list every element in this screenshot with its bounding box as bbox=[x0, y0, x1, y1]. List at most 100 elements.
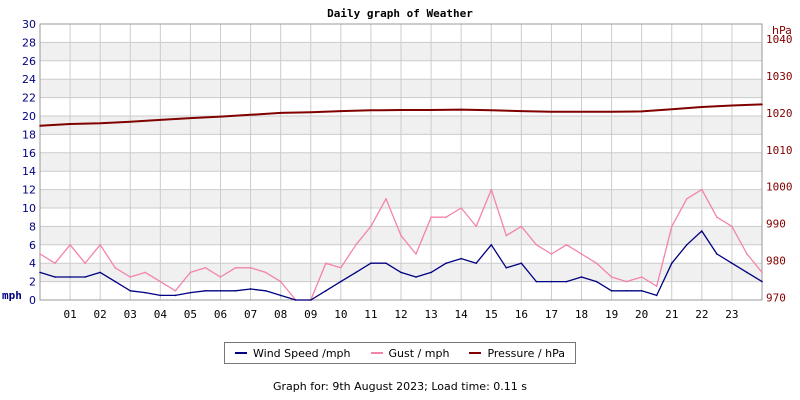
y-left-tick-label: 2 bbox=[29, 276, 36, 289]
legend-label-gust: Gust / mph bbox=[388, 346, 450, 360]
series-gust-point bbox=[685, 198, 688, 200]
series-gust-point bbox=[189, 271, 192, 274]
series-gust-point bbox=[430, 216, 432, 218]
series-wind-point bbox=[701, 230, 703, 232]
series-wind-point bbox=[400, 271, 402, 274]
x-tick-label: 12 bbox=[394, 308, 407, 321]
x-tick-label: 19 bbox=[605, 308, 618, 321]
series-pressure-point bbox=[309, 111, 312, 113]
series-wind-point bbox=[264, 290, 267, 292]
series-gust-point bbox=[761, 271, 763, 274]
series-gust-point bbox=[655, 285, 658, 288]
footer-status: Graph for: 9th August 2023; Load time: 0… bbox=[273, 380, 527, 393]
series-pressure-point bbox=[610, 111, 613, 113]
series-pressure-point bbox=[640, 110, 643, 113]
y-right-tick-label: 980 bbox=[766, 255, 786, 268]
series-gust-point bbox=[39, 253, 41, 255]
series-pressure-point bbox=[370, 109, 372, 112]
series-pressure-point bbox=[219, 115, 222, 118]
series-gust-point bbox=[370, 225, 372, 228]
x-tick-label: 05 bbox=[184, 308, 197, 321]
y-left-tick-label: 30 bbox=[22, 18, 36, 31]
series-wind-point bbox=[54, 276, 56, 278]
series-gust-point bbox=[610, 276, 613, 278]
series-gust-point bbox=[264, 271, 267, 274]
x-tick-label: 02 bbox=[94, 308, 107, 321]
y-left-tick-label: 8 bbox=[29, 220, 36, 233]
series-wind-point bbox=[445, 262, 447, 265]
series-gust-point bbox=[640, 276, 643, 278]
series-wind-point bbox=[114, 280, 117, 283]
y-right-tick-label: 1010 bbox=[766, 144, 793, 157]
x-tick-label: 04 bbox=[154, 308, 168, 321]
series-wind-point bbox=[279, 294, 282, 297]
x-tick-label: 21 bbox=[665, 308, 678, 321]
series-gust-point bbox=[580, 253, 583, 255]
series-gust-point bbox=[701, 188, 703, 191]
y-left-tick-label: 26 bbox=[22, 55, 36, 68]
x-tick-label: 13 bbox=[424, 308, 437, 321]
y-left-tick-label: 12 bbox=[22, 184, 36, 197]
chart-svg: Daily graph of Weather024681012141618202… bbox=[2, 7, 793, 321]
chart-legend: Wind Speed /mph Gust / mph Pressure / hP… bbox=[224, 342, 576, 364]
series-gust-point bbox=[565, 244, 568, 246]
series-wind-point bbox=[234, 290, 237, 292]
legend-item-pressure: Pressure / hPa bbox=[469, 347, 565, 360]
series-gust-point bbox=[535, 244, 538, 246]
y-right-tick-label: 1040 bbox=[766, 33, 793, 46]
plot-border bbox=[39, 23, 763, 301]
x-tick-label: 16 bbox=[515, 308, 528, 321]
series-pressure-point bbox=[189, 117, 192, 119]
series-wind-point bbox=[550, 280, 553, 283]
x-tick-label: 01 bbox=[63, 308, 76, 321]
x-tick-label: 22 bbox=[695, 308, 708, 321]
series-wind-point bbox=[370, 262, 372, 265]
series-pressure-point bbox=[580, 111, 583, 113]
y-right-tick-label: 1030 bbox=[766, 70, 793, 83]
y-left-unit-label: mph bbox=[2, 289, 22, 302]
y-right-tick-label: 1020 bbox=[766, 107, 793, 120]
series-wind-point bbox=[69, 276, 71, 278]
series-wind-point bbox=[731, 262, 733, 265]
x-tick-label: 10 bbox=[334, 308, 347, 321]
series-wind-point bbox=[39, 271, 41, 274]
series-pressure-point bbox=[279, 112, 282, 114]
series-pressure-point bbox=[550, 111, 553, 113]
x-tick-label: 15 bbox=[485, 308, 498, 321]
series-gust-point bbox=[249, 267, 252, 269]
series-pressure-point bbox=[159, 119, 162, 121]
series-pressure-point bbox=[731, 104, 733, 107]
series-gust-point bbox=[159, 280, 162, 283]
series-gust-point bbox=[415, 253, 417, 255]
series-gust-point bbox=[731, 225, 733, 228]
legend-swatch-gust bbox=[370, 352, 383, 354]
series-gust-point bbox=[234, 267, 237, 269]
series-wind-point bbox=[610, 290, 613, 292]
series-wind-point bbox=[174, 294, 177, 297]
legend-label-wind: Wind Speed /mph bbox=[253, 346, 351, 360]
series-wind-point bbox=[520, 262, 523, 265]
series-wind-point bbox=[625, 290, 628, 292]
series-gust-point bbox=[746, 253, 748, 255]
series-gust-point bbox=[550, 253, 553, 255]
legend-label-pressure: Pressure / hPa bbox=[487, 346, 565, 360]
series-wind-point bbox=[490, 244, 493, 246]
y-right-tick-label: 970 bbox=[766, 291, 786, 304]
y-left-tick-label: 6 bbox=[29, 239, 36, 252]
x-tick-label: 08 bbox=[274, 308, 287, 321]
series-pressure-point bbox=[701, 106, 703, 108]
series-wind-point bbox=[565, 280, 568, 283]
series-gust-point bbox=[625, 280, 628, 283]
series-gust-point bbox=[595, 262, 598, 265]
legend-item-gust: Gust / mph bbox=[370, 346, 450, 360]
series-wind-point bbox=[99, 271, 101, 274]
series-gust-point bbox=[400, 234, 402, 237]
x-tick-label: 17 bbox=[545, 308, 558, 321]
series-gust-point bbox=[324, 262, 327, 265]
y-left-tick-label: 28 bbox=[22, 36, 36, 49]
y-left-tick-label: 20 bbox=[22, 110, 36, 123]
series-gust-point bbox=[219, 276, 222, 278]
y-left-tick-label: 14 bbox=[22, 165, 36, 178]
chart-title: Daily graph of Weather bbox=[327, 7, 473, 20]
series-gust-point bbox=[716, 216, 718, 218]
